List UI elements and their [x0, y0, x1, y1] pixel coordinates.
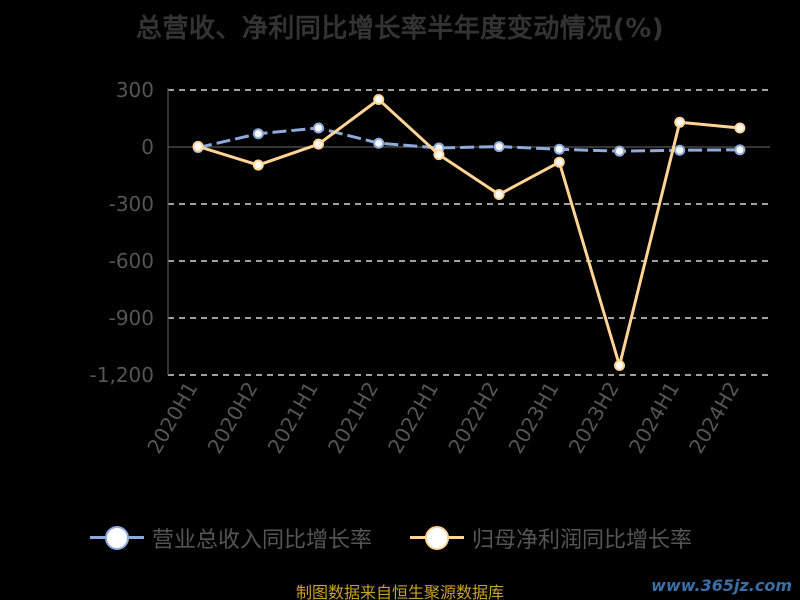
data-point[interactable]: [313, 138, 324, 150]
x-tick-label: 2023H2: [564, 378, 624, 458]
data-point[interactable]: [433, 149, 445, 161]
x-tick-label: 2022H2: [443, 377, 503, 457]
data-point[interactable]: [252, 128, 264, 140]
data-point[interactable]: [614, 145, 625, 157]
watermark: www.365jz.com: [651, 576, 792, 595]
data-point[interactable]: [493, 189, 505, 200]
data-point[interactable]: [373, 94, 385, 105]
y-tick-label: -300: [109, 192, 154, 216]
legend-swatch-revenue: [90, 520, 144, 556]
y-tick-label: -900: [109, 306, 154, 330]
series-lines: [192, 94, 746, 371]
data-point[interactable]: [553, 156, 565, 168]
legend-swatch-net-profit: [410, 520, 464, 556]
x-tick-label: 2023H1: [504, 378, 564, 458]
legend-item-net-profit[interactable]: 归母净利润同比增长率: [410, 520, 692, 556]
x-tick-label: 2024H2: [684, 378, 744, 458]
legend-item-revenue[interactable]: 营业总收入同比增长率: [90, 520, 372, 556]
x-tick-label: 2022H1: [383, 378, 443, 458]
data-point[interactable]: [614, 360, 625, 371]
grid-lines: [168, 89, 770, 376]
y-tick-label: -1,200: [90, 363, 154, 387]
legend: 营业总收入同比增长率 归母净利润同比增长率: [0, 520, 800, 556]
x-tick-label: 2020H1: [142, 378, 202, 458]
x-tick-label: 2020H2: [203, 378, 263, 458]
data-point[interactable]: [373, 137, 385, 149]
series-line: [197, 98, 741, 367]
data-point[interactable]: [674, 144, 686, 156]
data-point[interactable]: [674, 116, 686, 128]
data-point[interactable]: [734, 144, 746, 156]
data-point[interactable]: [493, 141, 505, 153]
x-tick-label: 2021H2: [323, 378, 383, 458]
legend-label-revenue: 营业总收入同比增长率: [152, 528, 373, 553]
source-note: 制图数据来自恒生聚源数据库: [295, 583, 504, 600]
data-point[interactable]: [252, 159, 264, 171]
data-point[interactable]: [313, 122, 324, 134]
series-0: [192, 122, 746, 157]
x-tick-label: 2021H1: [263, 378, 323, 458]
series-line: [197, 126, 740, 153]
data-point[interactable]: [734, 122, 746, 134]
y-tick-label: -600: [109, 249, 154, 273]
data-point[interactable]: [192, 140, 204, 152]
y-tick-label: 0: [141, 135, 154, 159]
chart-title: 总营收、净利同比增长率半年度变动情况(%): [135, 14, 665, 44]
x-tick-label: 2024H1: [624, 378, 684, 458]
y-tick-label: 300: [116, 78, 154, 102]
legend-label-net-profit: 归母净利润同比增长率: [472, 528, 693, 553]
data-point[interactable]: [553, 143, 565, 155]
series-1: [192, 94, 746, 371]
